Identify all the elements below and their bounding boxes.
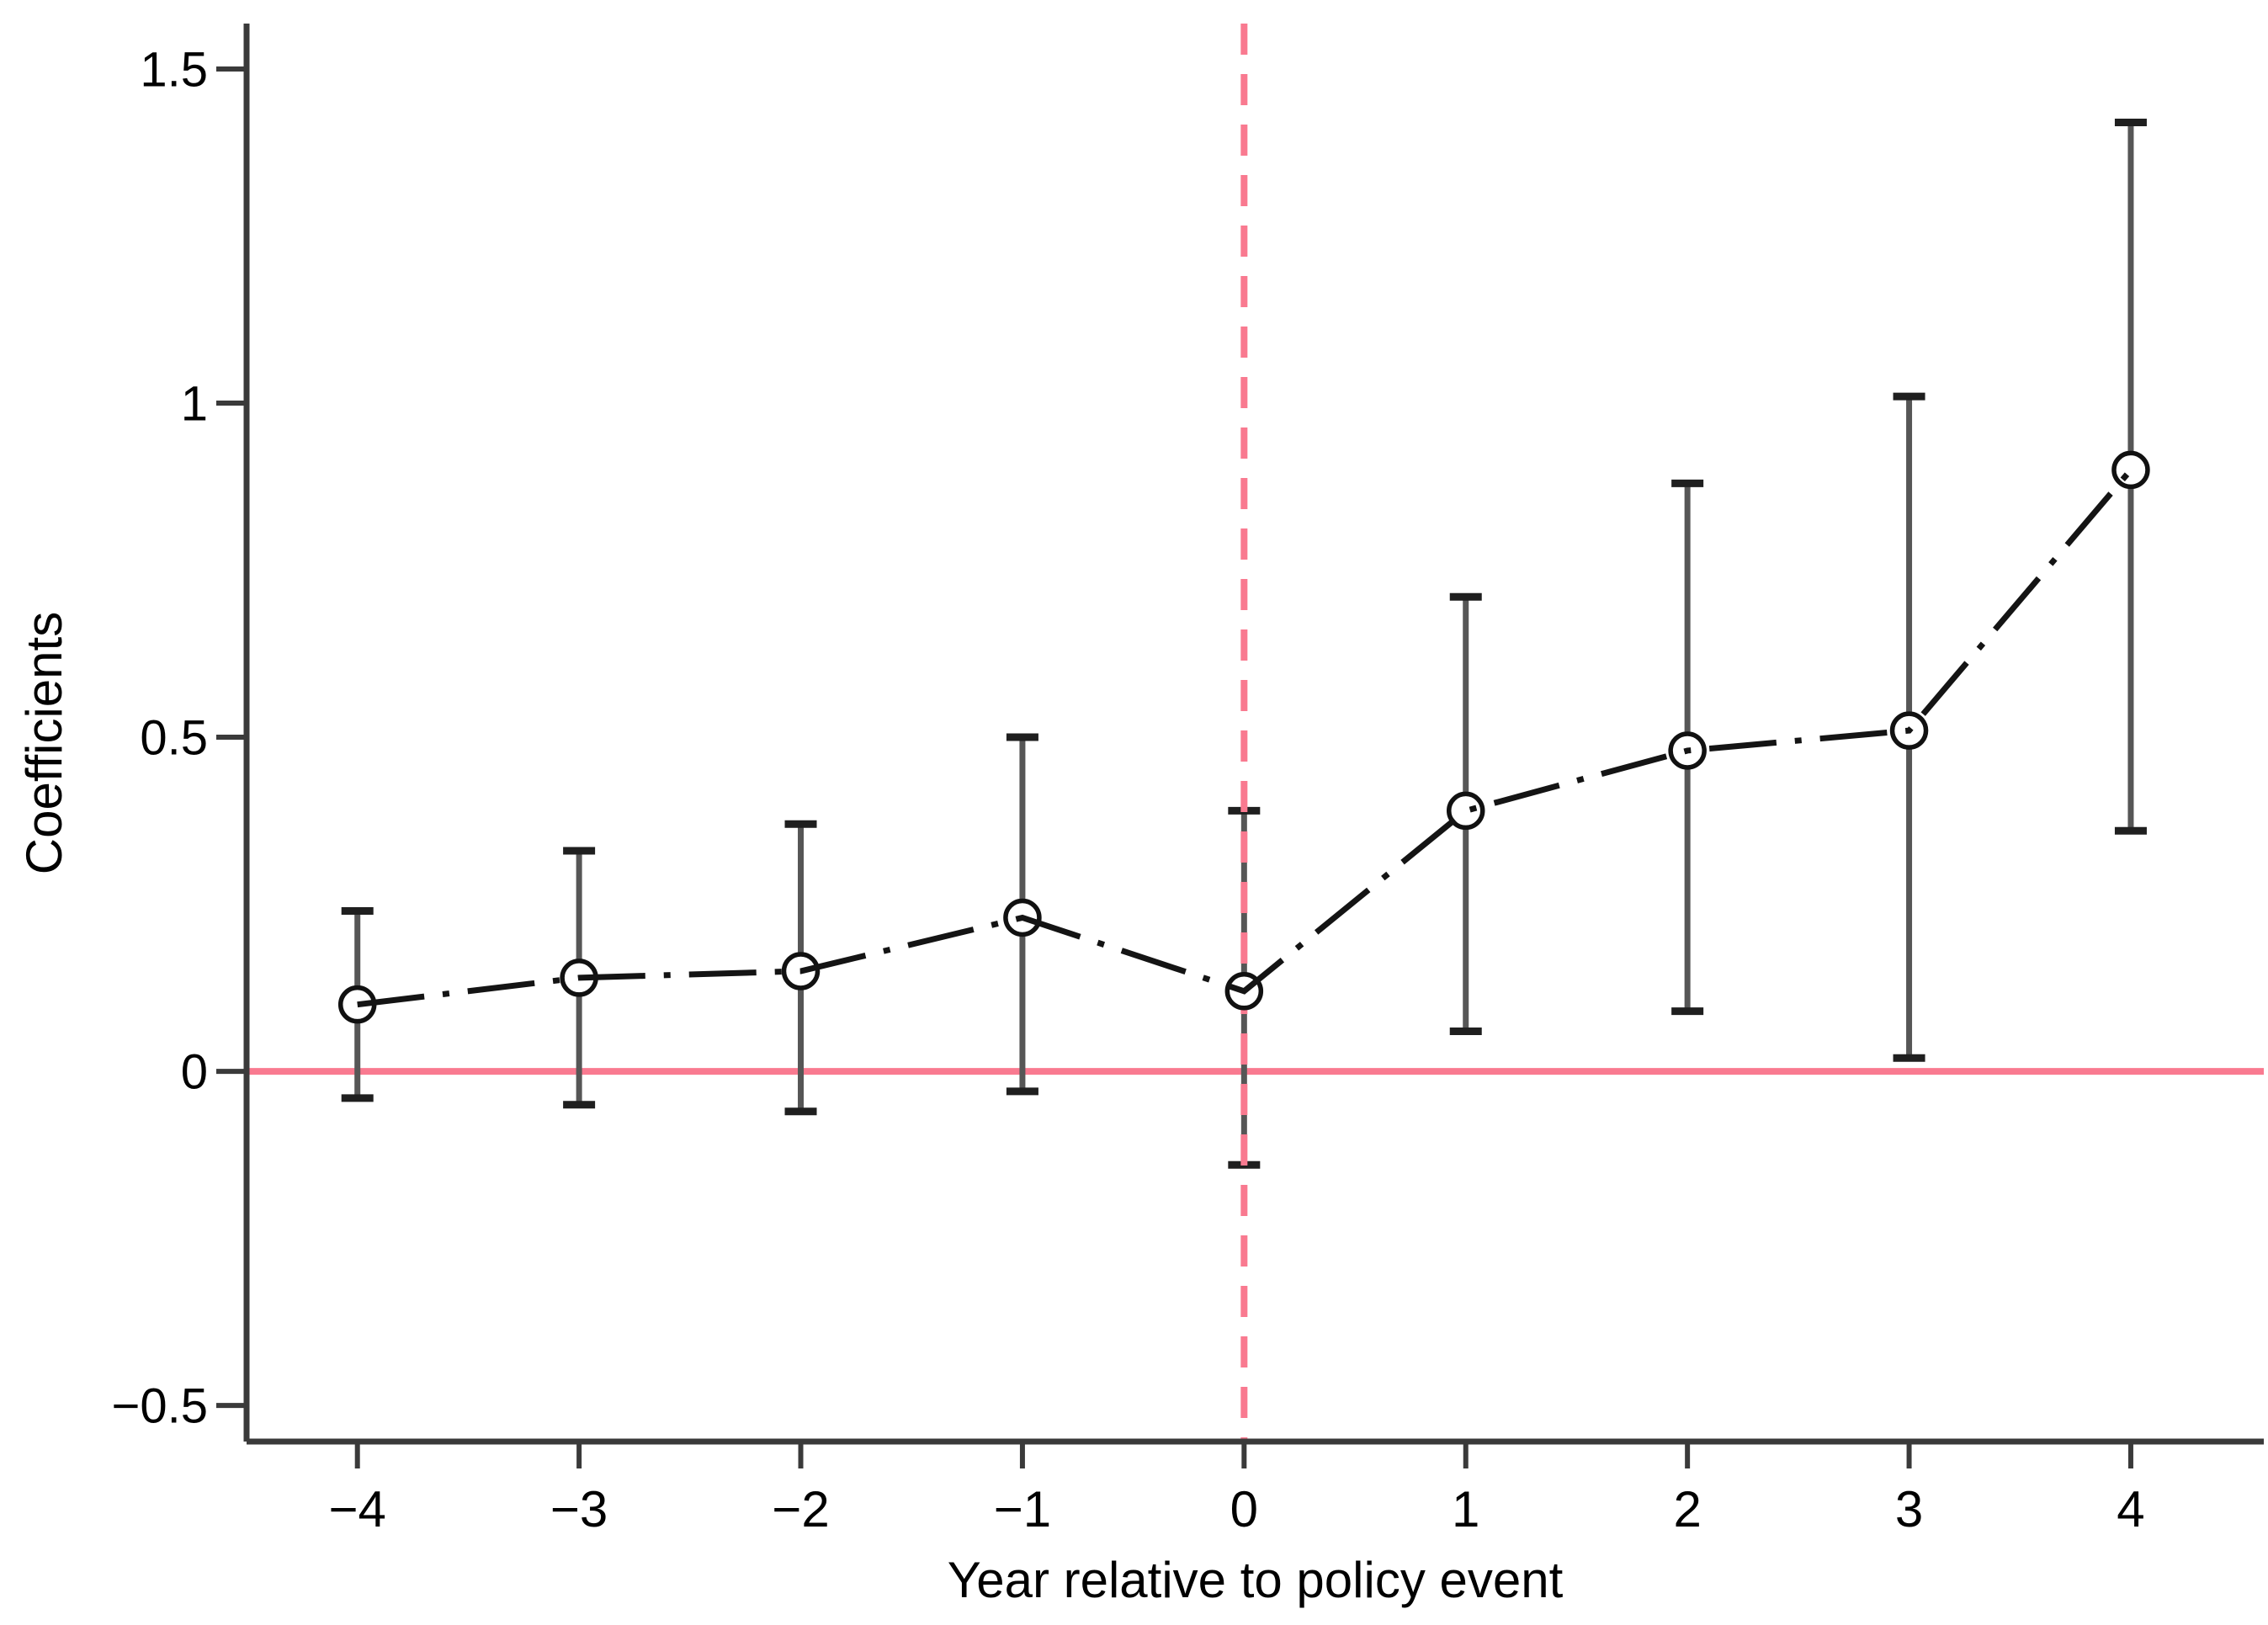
coefficient-marker: [1446, 791, 1485, 831]
y-tick-label: 0: [181, 1044, 208, 1099]
coefficient-line: [357, 468, 2133, 1008]
x-tick-label: 4: [2117, 1481, 2144, 1537]
x-tick-label: 0: [1230, 1481, 1258, 1537]
y-axis-title: Coefficients: [16, 612, 72, 874]
y-tick-label: 1: [181, 376, 208, 431]
x-tick-label: −1: [994, 1481, 1051, 1537]
axes: −0.5 0 0.5 1 1.5 −4 −3 −2 −1 0 1 2 3 4 Year relative t…: [16, 24, 2264, 1608]
y-tick-label: 1.5: [140, 42, 208, 97]
x-tick-label: 1: [1452, 1481, 1479, 1537]
y-tick-label: −0.5: [112, 1378, 209, 1433]
x-tick-label: −2: [772, 1481, 829, 1537]
x-tick-label: 3: [1895, 1481, 1923, 1537]
x-axis-title: Year relative to policy event: [948, 1552, 1564, 1608]
x-tick-label: 2: [1673, 1481, 1701, 1537]
y-tick-label: 0.5: [140, 710, 208, 765]
x-tick-label: −3: [550, 1481, 608, 1537]
x-tick-label: −4: [328, 1481, 385, 1537]
coefficient-marker: [2111, 450, 2150, 490]
